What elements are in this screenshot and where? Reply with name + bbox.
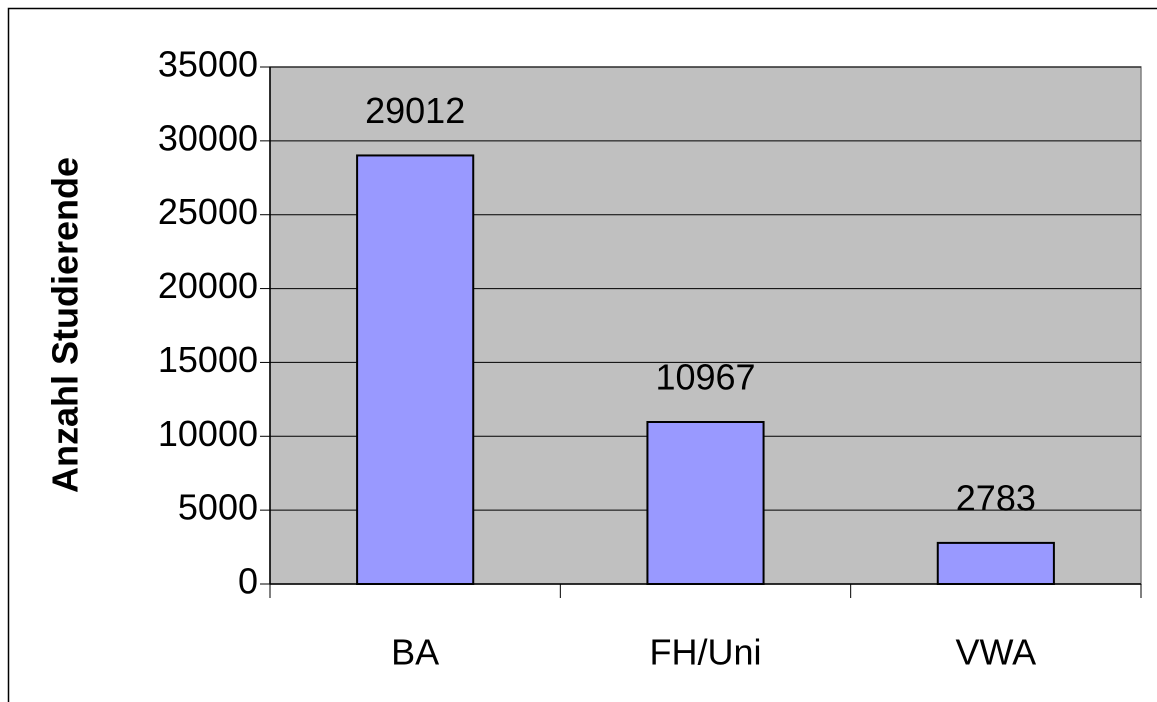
data-label: 29012 xyxy=(365,90,465,131)
y-axis-label: Anzahl Studierende xyxy=(45,157,86,493)
bar xyxy=(646,421,765,585)
y-tick-label: 5000 xyxy=(178,487,258,528)
y-tick-label: 30000 xyxy=(158,117,258,158)
y-tick-label: 10000 xyxy=(158,413,258,454)
data-label: 10967 xyxy=(655,357,755,398)
data-label: 2783 xyxy=(956,477,1036,518)
x-tick-label: BA xyxy=(391,632,439,673)
y-tick-label: 25000 xyxy=(158,191,258,232)
bar xyxy=(936,541,1055,585)
x-tick-label: VWA xyxy=(955,632,1036,673)
chart-frame xyxy=(7,7,1157,702)
y-tick-label: 35000 xyxy=(158,44,258,85)
x-tick-label: FH/Uni xyxy=(649,632,761,673)
y-tick-label: 15000 xyxy=(158,339,258,380)
y-tick-label: 20000 xyxy=(158,265,258,306)
bar xyxy=(356,154,475,585)
y-tick-label: 0 xyxy=(238,561,258,602)
